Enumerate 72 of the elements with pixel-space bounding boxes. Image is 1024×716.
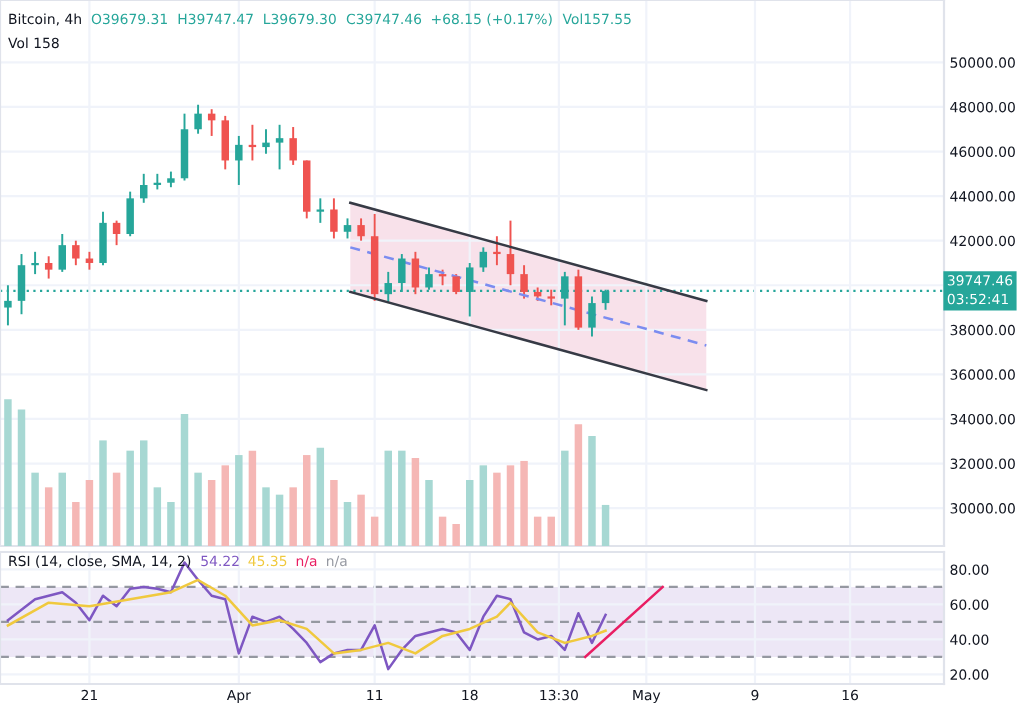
bar <box>275 494 284 546</box>
bar <box>262 487 270 546</box>
bar <box>466 480 474 546</box>
candlestick <box>235 134 243 186</box>
bar <box>493 472 501 546</box>
candlestick <box>221 114 229 171</box>
bar <box>601 504 610 546</box>
bar <box>452 524 460 546</box>
candlestick <box>289 126 297 166</box>
candlestick <box>140 172 148 204</box>
bar <box>140 440 148 546</box>
bar <box>235 455 243 546</box>
candlestick <box>520 264 528 300</box>
bar <box>207 480 216 546</box>
candlestick <box>194 103 202 135</box>
bar <box>17 409 26 546</box>
bar <box>44 487 53 546</box>
bar <box>316 447 325 546</box>
bar <box>547 516 555 546</box>
bar <box>289 487 297 546</box>
bar <box>438 516 447 546</box>
bar <box>194 472 202 546</box>
bar <box>330 480 338 546</box>
candlestick <box>588 295 596 338</box>
bar <box>561 450 569 546</box>
bar <box>153 487 162 546</box>
candlestick <box>58 233 66 273</box>
candlestick <box>411 250 420 296</box>
bar <box>370 516 379 546</box>
candlestick <box>343 217 352 240</box>
line-series <box>6 578 607 655</box>
candlestick <box>275 123 284 171</box>
bar <box>99 440 107 546</box>
bar <box>574 424 583 546</box>
bar <box>180 414 189 546</box>
bar <box>85 480 94 546</box>
candlestick <box>112 219 121 247</box>
bar <box>221 465 229 546</box>
candlestick <box>493 235 501 267</box>
candlestick <box>99 210 107 267</box>
bar <box>303 455 311 546</box>
bar <box>479 465 488 546</box>
bar <box>425 480 433 546</box>
candlestick <box>330 197 338 240</box>
candlestick <box>506 219 515 287</box>
candlestick <box>357 217 365 242</box>
bar <box>4 399 12 546</box>
bar <box>411 458 420 546</box>
bar <box>112 472 121 546</box>
candlestick <box>72 239 80 267</box>
candlestick <box>4 284 12 327</box>
candlestick <box>44 255 53 280</box>
bar <box>58 472 66 546</box>
bar <box>126 450 134 546</box>
candlestick <box>262 128 270 155</box>
bar <box>398 450 406 546</box>
bar <box>31 472 39 546</box>
bar <box>248 450 257 546</box>
candlestick <box>316 197 325 224</box>
candlestick <box>126 190 134 238</box>
bar <box>384 450 392 546</box>
candlestick <box>31 250 39 276</box>
bar <box>506 465 515 546</box>
candlestick <box>479 246 488 273</box>
bar <box>167 502 175 546</box>
bar <box>72 502 80 546</box>
bar <box>533 516 542 546</box>
bar <box>343 502 352 546</box>
bar <box>588 436 596 546</box>
bar <box>520 460 528 546</box>
candlestick <box>452 273 460 296</box>
bar <box>357 494 365 546</box>
